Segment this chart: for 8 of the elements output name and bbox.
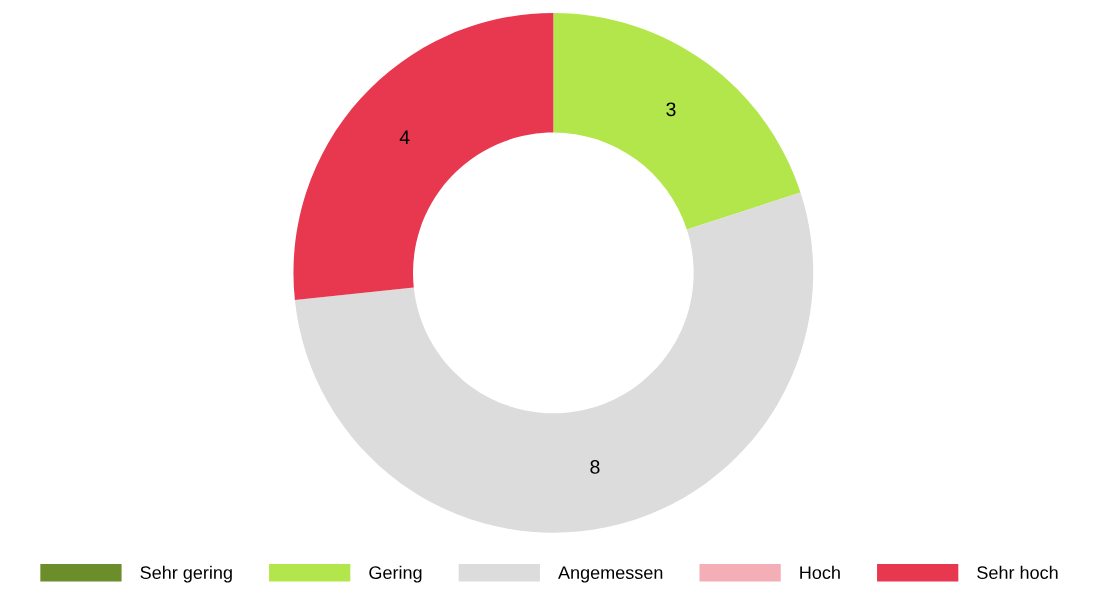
data-label: 4	[399, 130, 410, 144]
legend-label: Sehr hoch	[977, 565, 1058, 580]
legend-label: Sehr gering	[140, 565, 232, 583]
legend-label: Angemessen	[558, 566, 663, 583]
legend-label: Gering	[369, 565, 422, 583]
data-label: 3	[666, 102, 676, 117]
data-label: 8	[590, 460, 600, 474]
legend-label: Hoch	[800, 565, 840, 580]
